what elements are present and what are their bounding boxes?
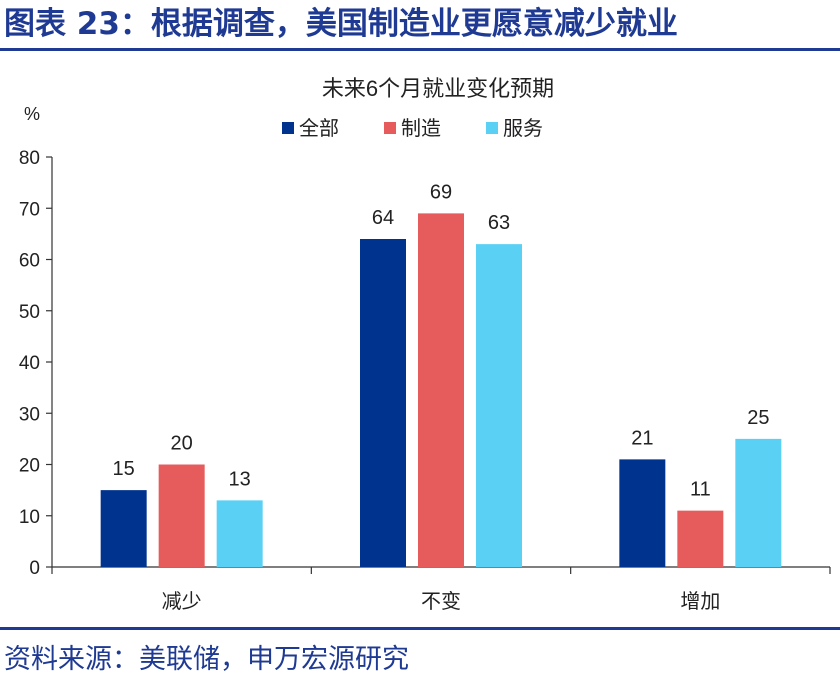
y-tick-label: 80 [19,148,40,169]
bar [619,459,666,567]
bar [100,490,147,567]
data-label: 21 [631,427,653,449]
legend-item: 全部 [282,117,339,140]
bars [100,213,782,567]
bar [158,464,205,567]
chart-title: 未来6个月就业变化预期 [322,76,554,101]
bar [418,213,464,567]
y-tick-label: 30 [19,404,40,425]
bar [735,438,782,567]
source-note: 资料来源：美联储，申万宏源研究 [4,644,409,675]
legend-swatch [384,122,396,134]
legend-swatch [486,122,498,134]
data-label: 63 [488,212,510,234]
bar [476,244,522,567]
bar-chart: 未来6个月就业变化预期 % 全部 制造 服务 0 10 20 30 40 50 60 70 80 减少… [19,76,831,613]
legend-swatch [282,122,294,134]
data-label: 11 [690,479,711,501]
y-tick-label: 60 [19,251,40,272]
y-tick-label: 20 [19,456,40,477]
legend-item: 服务 [486,117,543,140]
bar [677,510,724,567]
data-labels: 15 20 13 64 69 63 21 11 25 [113,181,770,500]
source-divider [0,627,840,630]
figure-title: 图表 23：根据调查，美国制造业更愿意减少就业 [4,6,678,42]
data-label: 20 [171,433,193,455]
legend: 全部 制造 服务 [282,117,543,140]
bar [360,239,406,567]
y-tick-label: 70 [19,199,40,220]
x-tick-label: 减少 [162,590,202,613]
legend-label: 制造 [401,117,441,140]
data-label: 64 [372,207,394,229]
legend-label: 全部 [299,117,339,140]
y-axis-label: % [24,104,40,124]
y-tick-label: 50 [19,302,40,323]
x-tick-label: 增加 [680,590,720,613]
x-tick-label: 不变 [421,590,461,613]
title-divider [0,48,840,51]
data-label: 25 [747,407,769,429]
data-label: 13 [229,468,251,490]
chart-container: 未来6个月就业变化预期 % 全部 制造 服务 0 10 20 30 40 50 60 70 80 减少… [0,54,840,624]
legend-label: 服务 [503,117,543,140]
data-label: 15 [113,458,135,480]
axes: 0 10 20 30 40 50 60 70 80 减少 不变 增加 [19,148,831,613]
y-tick-label: 10 [19,507,40,528]
bar [216,500,263,567]
y-tick-label: 0 [29,558,40,579]
y-tick-label: 40 [19,353,40,374]
legend-item: 制造 [384,117,441,140]
data-label: 69 [430,181,452,203]
